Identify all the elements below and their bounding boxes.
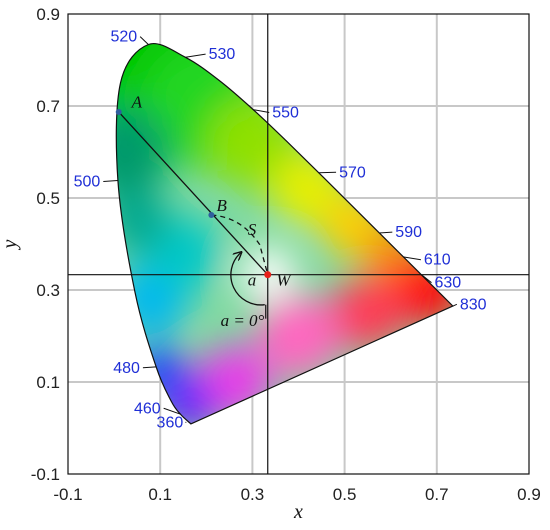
annotation-label: a = 0°: [221, 311, 265, 330]
y-tick-label: 0.1: [36, 373, 60, 392]
point-label-w: W: [276, 270, 292, 289]
wavelength-label: 520: [110, 29, 137, 46]
annotation-label: S: [248, 220, 257, 239]
wavelength-label: 500: [74, 174, 101, 191]
y-tick-label: -0.1: [31, 465, 60, 484]
x-tick-label: -0.1: [53, 485, 82, 504]
point-b: [208, 212, 214, 218]
y-tick-labels: -0.1 0.1 0.3 0.5 0.7 0.9: [31, 5, 60, 484]
y-tick-label: 0.5: [36, 189, 60, 208]
wavelength-tick: [186, 422, 187, 423]
point-w: [264, 271, 271, 278]
y-tick-label: 0.3: [36, 281, 60, 300]
x-tick-label: 0.7: [425, 485, 449, 504]
y-tick-label: 0.9: [36, 5, 60, 24]
wavelength-label: 480: [113, 360, 140, 377]
wavelength-label: 530: [209, 46, 236, 63]
wavelength-label: 830: [460, 296, 487, 313]
point-a: [116, 109, 122, 115]
point-label-b: B: [216, 196, 227, 215]
wavelength-label: 570: [339, 164, 366, 181]
point-label-a: A: [131, 92, 143, 111]
x-axis-title: x: [293, 501, 303, 523]
wavelength-label: 630: [434, 275, 461, 292]
wavelength-label: 460: [134, 400, 161, 417]
x-tick-label: 0.1: [148, 485, 172, 504]
y-tick-label: 0.7: [36, 97, 60, 116]
x-tick-label: 0.5: [333, 485, 357, 504]
wavelength-label: 550: [272, 105, 299, 122]
annotation-label: a: [248, 270, 256, 289]
x-tick-label: 0.9: [517, 485, 541, 504]
x-tick-label: 0.3: [241, 485, 265, 504]
y-axis-title: y: [0, 239, 21, 250]
wavelength-label: 590: [395, 224, 422, 241]
wavelength-label: 610: [424, 252, 451, 269]
